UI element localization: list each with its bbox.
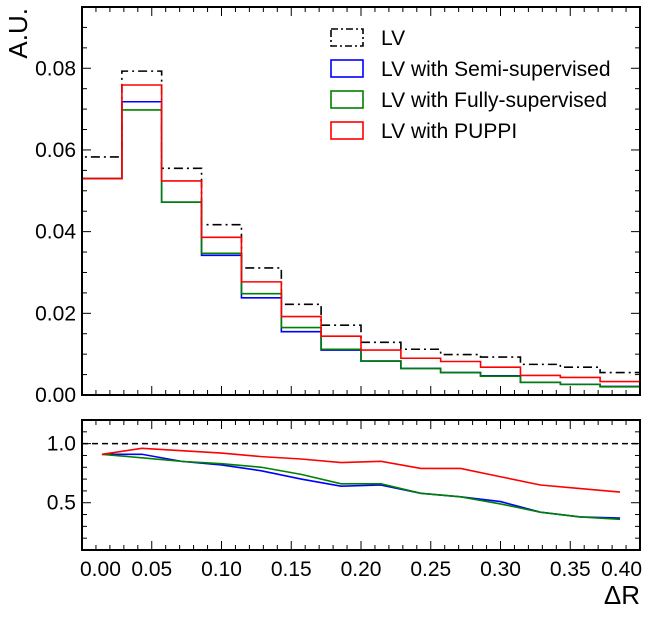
main-ytick-label: 0.04: [35, 221, 76, 244]
main-ylabel: A.U.: [3, 8, 33, 59]
ratio-xtick-label: 0.30: [480, 558, 521, 581]
main-ytick-label: 0.08: [35, 57, 76, 80]
hist-series-2: [81, 109, 641, 395]
main-ytick-label: 0.06: [35, 139, 76, 162]
legend-label-1: LV with Semi-supervised: [381, 58, 611, 81]
ratio-ytick-label: 1.0: [47, 433, 76, 456]
ratio-xtick-label: 0.05: [131, 558, 172, 581]
ratio-xtick-label: 0.00: [80, 558, 121, 581]
legend-swatch-2: [330, 90, 364, 109]
ratio-series-1: [101, 453, 621, 521]
ratio-xtick-label: 0.20: [341, 558, 382, 581]
ratio-xtick-label: 0.35: [550, 558, 591, 581]
ratio-series-2: [101, 447, 621, 493]
legend-label-3: LV with PUPPI: [381, 120, 517, 143]
ratio-xtick-label: 0.10: [201, 558, 242, 581]
ratio-series-0: [101, 453, 621, 519]
main-ytick-label: 0.02: [35, 302, 76, 325]
legend-swatch-3: [330, 121, 364, 140]
ratio-xtick-label: 0.15: [271, 558, 312, 581]
ratio-xlabel: ΔR: [604, 580, 640, 610]
legend-label-2: LV with Fully-supervised: [381, 89, 607, 112]
legend-label-0: LV: [381, 27, 405, 50]
ratio-ytick-label: 0.5: [47, 492, 76, 515]
main-ytick-label: 0.00: [35, 384, 76, 407]
hist-series-3: [81, 84, 641, 395]
legend-swatch-0: [330, 28, 364, 47]
ratio-xtick-label: 0.25: [410, 558, 451, 581]
legend-swatch-1: [330, 59, 364, 78]
ratio-xtick-label: 0.40: [601, 558, 642, 581]
